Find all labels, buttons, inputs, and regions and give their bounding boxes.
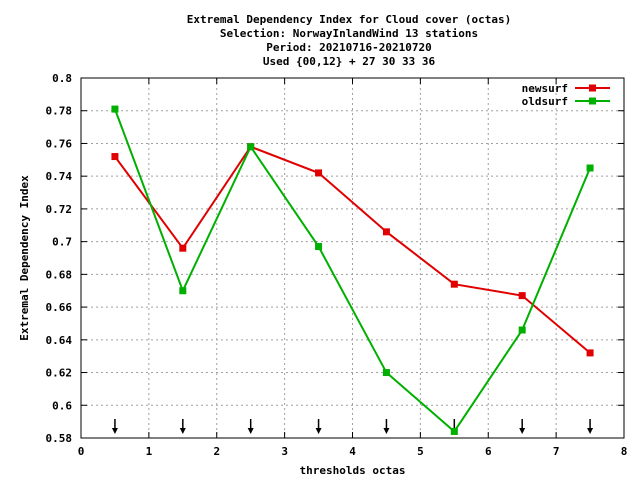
threshold-arrow xyxy=(315,419,322,434)
title-line: Extremal Dependency Index for Cloud cove… xyxy=(187,13,512,26)
y-tick-label: 0.78 xyxy=(46,105,73,118)
legend-item: oldsurf xyxy=(522,95,610,108)
legend-label: newsurf xyxy=(522,82,568,95)
threshold-arrow xyxy=(111,419,118,434)
data-point xyxy=(450,280,458,288)
series-oldsurf xyxy=(111,105,594,435)
threshold-arrow xyxy=(587,419,594,434)
title-line: Used {00,12} + 27 30 33 36 xyxy=(263,55,436,68)
legend-label: oldsurf xyxy=(522,95,568,108)
data-point xyxy=(315,243,323,251)
axis-ticks: 0 1 2 3 4 5 6 7 8 0.58 0.6 0.62 0.64 0.66 0.68 0.7 0.72 0… xyxy=(46,72,628,458)
chart-title: Extremal Dependency Index for Cloud cove… xyxy=(187,13,512,68)
x-tick-label: 0 xyxy=(78,445,85,458)
series-line xyxy=(114,145,591,354)
data-point xyxy=(450,427,458,435)
y-tick-label: 0.68 xyxy=(46,268,73,281)
legend-swatch-marker xyxy=(589,97,596,105)
data-point xyxy=(586,164,594,172)
title-line: Period: 20210716-20210720 xyxy=(266,41,432,54)
data-point xyxy=(111,105,119,113)
y-tick-label: 0.62 xyxy=(46,367,73,380)
y-axis-label: Extremal Dependency Index xyxy=(18,175,31,341)
x-tick-label: 2 xyxy=(213,445,220,458)
data-point xyxy=(382,228,390,236)
threshold-arrows xyxy=(111,419,594,434)
data-point xyxy=(179,244,187,252)
data-point xyxy=(382,369,390,377)
series-newsurf xyxy=(111,143,594,357)
x-tick-label: 6 xyxy=(485,445,492,458)
grid xyxy=(81,78,624,438)
title-line: Selection: NorwayInlandWind 13 stations xyxy=(220,27,478,40)
data-point xyxy=(315,169,323,177)
threshold-arrow xyxy=(247,419,254,434)
data-point xyxy=(247,143,255,151)
y-tick-label: 0.7 xyxy=(52,236,72,249)
threshold-arrow xyxy=(179,419,186,434)
threshold-arrow xyxy=(519,419,526,434)
x-tick-label: 8 xyxy=(621,445,628,458)
y-tick-label: 0.72 xyxy=(46,203,73,216)
data-point xyxy=(111,153,119,161)
series-group xyxy=(111,105,594,435)
series-line xyxy=(114,108,591,433)
y-tick-label: 0.64 xyxy=(46,334,73,347)
threshold-arrow xyxy=(383,419,390,434)
y-tick-label: 0.76 xyxy=(46,137,73,150)
legend-item: newsurf xyxy=(522,82,610,95)
x-tick-label: 3 xyxy=(281,445,288,458)
data-point xyxy=(518,292,526,300)
legend-swatch-marker xyxy=(589,84,596,92)
y-tick-label: 0.58 xyxy=(46,432,73,445)
y-tick-label: 0.74 xyxy=(46,170,73,183)
data-point xyxy=(518,326,526,334)
y-tick-label: 0.6 xyxy=(52,399,72,412)
data-point xyxy=(586,349,594,357)
x-tick-label: 4 xyxy=(349,445,356,458)
x-axis-label: thresholds octas xyxy=(300,464,406,477)
x-tick-label: 1 xyxy=(146,445,153,458)
data-point xyxy=(179,287,187,295)
x-tick-label: 7 xyxy=(553,445,560,458)
y-tick-label: 0.8 xyxy=(52,72,72,85)
y-tick-label: 0.66 xyxy=(46,301,73,314)
x-tick-label: 5 xyxy=(417,445,424,458)
